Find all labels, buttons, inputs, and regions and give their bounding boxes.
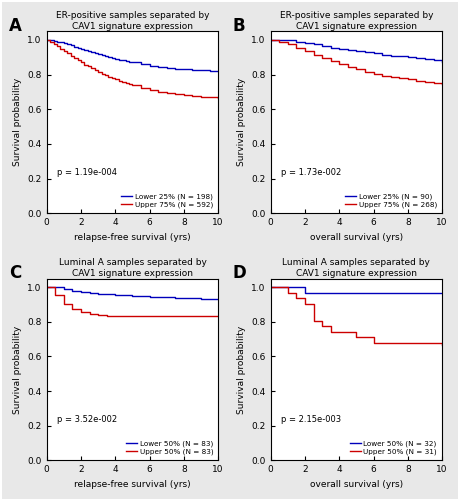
Text: p = 2.15e-003: p = 2.15e-003	[281, 415, 341, 424]
Title: Luminal A samples separated by
CAV1 signature expression: Luminal A samples separated by CAV1 sign…	[282, 258, 431, 278]
Title: ER-positive samples separated by
CAV1 signature expression: ER-positive samples separated by CAV1 si…	[56, 11, 209, 30]
Y-axis label: Survival probability: Survival probability	[13, 326, 22, 414]
X-axis label: relapse-free survival (yrs): relapse-free survival (yrs)	[74, 480, 191, 489]
Text: B: B	[233, 16, 246, 34]
Text: C: C	[9, 264, 21, 282]
Title: ER-positive samples separated by
CAV1 signature expression: ER-positive samples separated by CAV1 si…	[280, 11, 433, 30]
Legend: Lower 50% (N = 32), Upper 50% (N = 31): Lower 50% (N = 32), Upper 50% (N = 31)	[348, 439, 438, 457]
Y-axis label: Survival probability: Survival probability	[237, 78, 246, 166]
X-axis label: overall survival (yrs): overall survival (yrs)	[310, 232, 403, 241]
Legend: Lower 25% (N = 198), Upper 75% (N = 592): Lower 25% (N = 198), Upper 75% (N = 592)	[120, 192, 215, 210]
Y-axis label: Survival probability: Survival probability	[13, 78, 22, 166]
Legend: Lower 25% (N = 90), Upper 75% (N = 268): Lower 25% (N = 90), Upper 75% (N = 268)	[344, 192, 438, 210]
Text: A: A	[9, 16, 22, 34]
Text: p = 1.19e-004: p = 1.19e-004	[57, 168, 117, 177]
Y-axis label: Survival probability: Survival probability	[237, 326, 246, 414]
Text: D: D	[233, 264, 246, 282]
Legend: Lower 50% (N = 83), Upper 50% (N = 83): Lower 50% (N = 83), Upper 50% (N = 83)	[124, 439, 215, 457]
Text: p = 3.52e-002: p = 3.52e-002	[57, 415, 117, 424]
Text: p = 1.73e-002: p = 1.73e-002	[281, 168, 341, 177]
X-axis label: relapse-free survival (yrs): relapse-free survival (yrs)	[74, 232, 191, 241]
Title: Luminal A samples separated by
CAV1 signature expression: Luminal A samples separated by CAV1 sign…	[58, 258, 207, 278]
X-axis label: overall survival (yrs): overall survival (yrs)	[310, 480, 403, 489]
